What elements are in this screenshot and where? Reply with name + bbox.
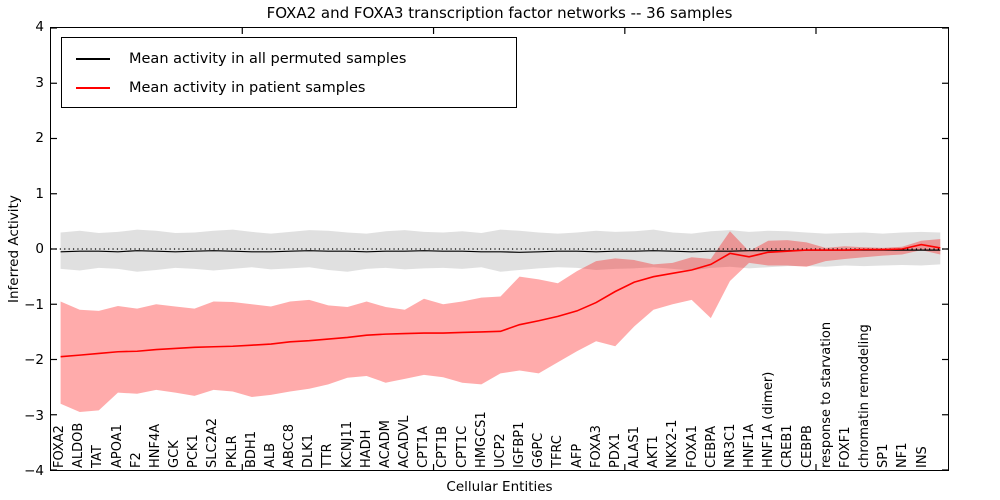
confidence-band xyxy=(60,231,941,412)
chart-title: FOXA2 and FOXA3 transcription factor net… xyxy=(266,4,733,22)
x-axis-label: Cellular Entities xyxy=(446,479,553,495)
x-tick-label: G6PC xyxy=(531,432,547,468)
x-tick-label: FOXA1 xyxy=(684,425,700,468)
x-tick-label: CEBPB xyxy=(799,425,815,468)
x-tick-label: ALDOB xyxy=(71,422,87,468)
y-tick-label: −3 xyxy=(24,407,44,424)
legend-item-patient: Mean activity in patient samples xyxy=(62,73,516,102)
x-tick-label: CREB1 xyxy=(780,424,796,468)
x-tick-label: DLK1 xyxy=(301,433,317,468)
legend-label-permuted: Mean activity in all permuted samples xyxy=(129,50,407,67)
y-tick-label: 2 xyxy=(35,130,44,146)
x-tick-label: HNF1A xyxy=(742,423,758,468)
y-tick-label: 4 xyxy=(35,19,44,35)
x-tick-label: HADH xyxy=(358,429,374,468)
x-tick-label: IGFBP1 xyxy=(512,421,528,468)
x-tick-label: CPT1B xyxy=(435,425,451,468)
x-tick-label: APOA1 xyxy=(109,424,125,468)
x-tick-label: ABCC8 xyxy=(282,423,298,468)
x-tick-label: FOXA2 xyxy=(52,425,68,468)
x-tick-label: ACADM xyxy=(377,420,393,468)
confidence-band xyxy=(60,229,941,272)
x-tick-label: HNF4A xyxy=(147,423,163,468)
x-tick-label: SLC2A2 xyxy=(205,417,221,468)
x-tick-label: CPT1C xyxy=(454,425,470,468)
x-tick-label: ALB xyxy=(262,442,278,468)
x-tick-label: UCP2 xyxy=(492,433,508,468)
y-tick-label: −2 xyxy=(24,352,44,368)
x-tick-label: BDH1 xyxy=(243,431,259,468)
x-tick-label: SP1 xyxy=(876,443,892,468)
x-tick-label: HNF1A (dimer) xyxy=(761,371,777,468)
x-tick-label: FOXF1 xyxy=(837,426,853,468)
legend-label-patient: Mean activity in patient samples xyxy=(129,79,366,96)
x-tick-label: NKX2-1 xyxy=(665,419,681,468)
x-tick-label: F2 xyxy=(128,452,144,468)
x-tick-label: ALAS1 xyxy=(627,426,643,468)
x-tick-label: KCNJ11 xyxy=(339,421,355,468)
x-tick-label: chromatin remodeling xyxy=(857,324,873,468)
x-tick-label: GCK xyxy=(167,440,183,468)
y-tick-label: −4 xyxy=(24,463,44,479)
legend-line-sample-red xyxy=(76,86,110,89)
x-tick-label: response to starvation xyxy=(818,321,834,468)
x-tick-label: ACADVL xyxy=(397,415,413,468)
x-tick-label: TFRC xyxy=(550,435,566,468)
legend-line-sample-black xyxy=(76,57,110,60)
x-tick-label: NR3C1 xyxy=(722,423,738,468)
y-tick-label: −1 xyxy=(24,296,44,313)
y-tick-label: 3 xyxy=(35,74,44,91)
x-tick-label: PKLR xyxy=(224,435,240,468)
x-tick-label: CEBPA xyxy=(703,425,719,468)
legend-item-permuted: Mean activity in all permuted samples xyxy=(62,44,516,73)
chart-canvas xyxy=(51,28,948,470)
x-tick-label: NF1 xyxy=(895,442,911,468)
x-tick-label: HMGCS1 xyxy=(473,411,489,468)
x-tick-label: INS xyxy=(914,446,930,468)
y-tick-label: 0 xyxy=(35,241,44,257)
patient-mean-line xyxy=(60,243,941,358)
y-tick-label: 1 xyxy=(35,185,44,202)
x-tick-label: PCK1 xyxy=(186,434,202,468)
x-tick-label: TTR xyxy=(320,443,336,468)
x-tick-label: CPT1A xyxy=(416,425,432,468)
x-tick-label: FOXA3 xyxy=(588,425,604,468)
x-tick-label: AFP xyxy=(569,443,585,468)
legend: Mean activity in all permuted samples Me… xyxy=(61,37,517,108)
plot-area: Mean activity in all permuted samples Me… xyxy=(50,27,949,471)
x-tick-label: TAT xyxy=(90,445,106,468)
x-tick-label: PDX1 xyxy=(607,432,623,468)
x-tick-label: AKT1 xyxy=(646,435,662,468)
